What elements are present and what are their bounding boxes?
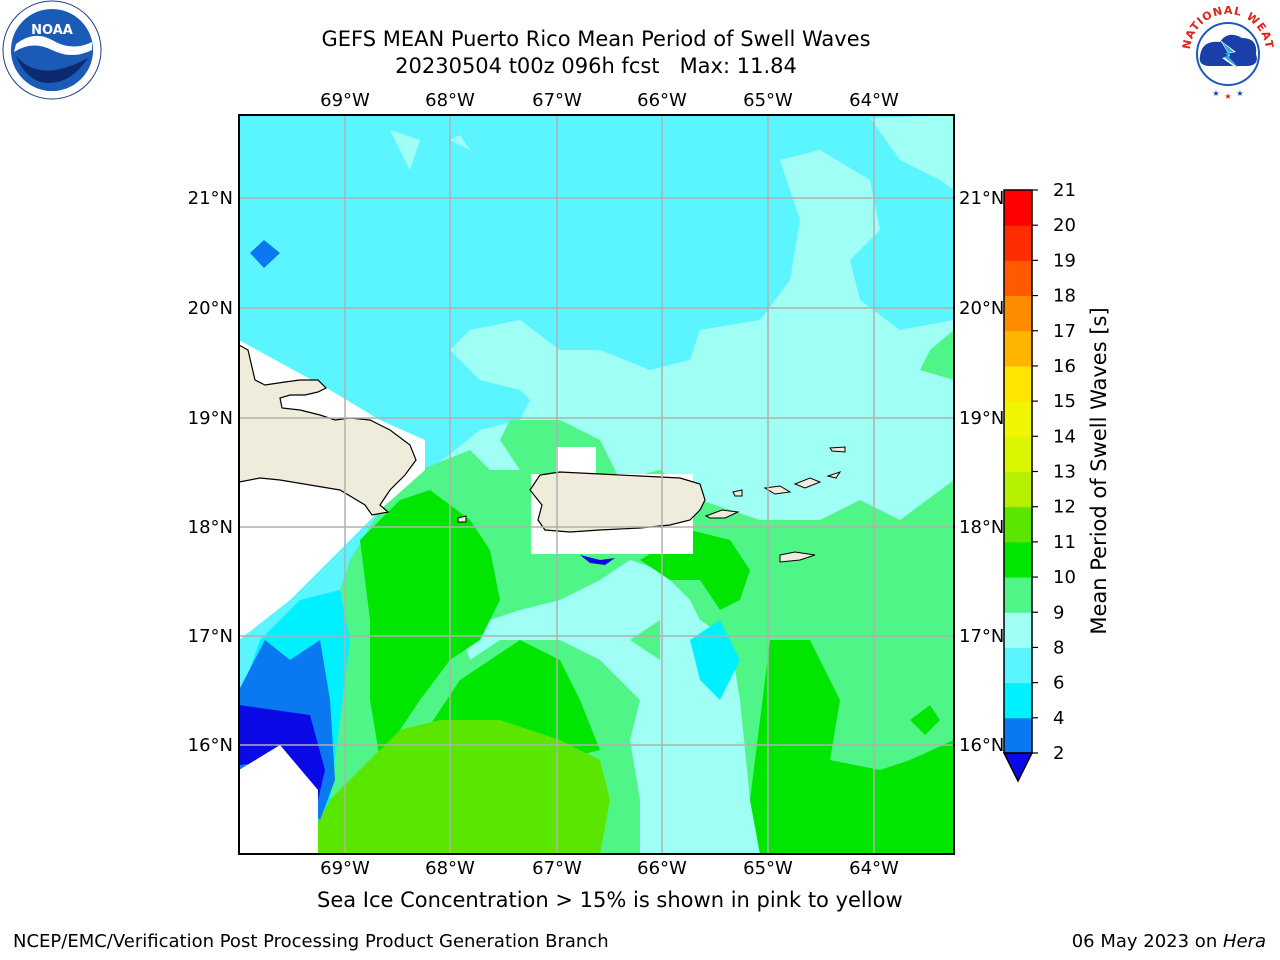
noaa-logo-text: NOAA (31, 23, 73, 38)
lon-label-top-69w: 69°W (320, 90, 370, 111)
colorbar-segment (1004, 436, 1032, 472)
colorbar-tick-label: 18 (1053, 286, 1076, 307)
svg-text:★: ★ (1212, 89, 1219, 98)
noaa-logo: NOAA (2, 0, 102, 100)
colorbar-extend-triangle (1002, 752, 1034, 783)
lat-label-right-16n: 16°N (959, 735, 1004, 756)
colorbar-tick-label: 21 (1053, 180, 1076, 201)
lat-label-left-18n: 18°N (188, 517, 233, 538)
colorbar-segment (1004, 506, 1032, 543)
colorbar-tick-label: 6 (1053, 673, 1064, 694)
lat-label-right-20n: 20°N (959, 298, 1004, 319)
colorbar-tick-label: 10 (1053, 567, 1076, 588)
colorbar-tick-label: 9 (1053, 602, 1064, 623)
lon-label-top-66w: 66°W (637, 90, 687, 111)
colorbar-segment (1004, 471, 1032, 508)
contour-11-12 (300, 720, 610, 854)
colorbar-tick-label: 12 (1053, 497, 1076, 518)
colorbar-label: Mean Period of Swell Waves [s] (1087, 307, 1111, 634)
chart-title: GEFS MEAN Puerto Rico Mean Period of Swe… (296, 26, 896, 80)
colorbar-segment (1004, 295, 1032, 332)
lon-label-bottom-68w: 68°W (425, 858, 475, 879)
lat-label-right-21n: 21°N (959, 188, 1004, 209)
footer-branch: NCEP/EMC/Verification Post Processing Pr… (13, 931, 609, 952)
nws-logo: NATIONAL WEATHER SERVICE ★ ★ ★ (1176, 0, 1276, 101)
lon-label-top-65w: 65°W (743, 90, 793, 111)
lon-label-top-67w: 67°W (532, 90, 582, 111)
map-frame (238, 114, 955, 855)
colorbar-tick-label: 15 (1053, 391, 1076, 412)
svg-text:★: ★ (1236, 89, 1243, 98)
lon-label-top-64w: 64°W (849, 90, 899, 111)
colorbar-tick-label: 16 (1053, 356, 1076, 377)
lon-label-bottom-64w: 64°W (849, 858, 899, 879)
lon-label-bottom-67w: 67°W (532, 858, 582, 879)
masked-area-south (239, 745, 318, 854)
colorbar-tick-label: 2 (1053, 743, 1064, 764)
colorbar-segment (1004, 190, 1032, 226)
title-line-1: GEFS MEAN Puerto Rico Mean Period of Swe… (321, 27, 871, 51)
colorbar-tick-label: 14 (1053, 426, 1076, 447)
lat-label-left-21n: 21°N (188, 188, 233, 209)
lat-lon-grid (239, 115, 954, 854)
colorbar-segment (1004, 577, 1032, 613)
svg-text:★: ★ (1224, 92, 1231, 101)
colorbar-segment (1004, 612, 1032, 648)
colorbar-segment (1004, 401, 1032, 437)
title-line-2: 20230504 t00z 096h fcst Max: 11.84 (395, 54, 797, 78)
lon-label-bottom-65w: 65°W (743, 858, 793, 879)
colorbar-segment (1004, 717, 1032, 754)
colorbar-segment (1004, 541, 1032, 578)
colorbar-tick-label: 8 (1053, 637, 1064, 658)
colorbar-segment (1004, 365, 1032, 402)
colorbar-tick-label: 17 (1053, 321, 1076, 342)
footer-date: 06 May 2023 on Hera (1072, 931, 1266, 952)
colorbar-tick-label: 4 (1053, 708, 1064, 729)
lat-label-left-19n: 19°N (188, 408, 233, 429)
colorbar-tick-label: 19 (1053, 250, 1076, 271)
lon-label-top-68w: 68°W (425, 90, 475, 111)
lat-label-left-16n: 16°N (188, 735, 233, 756)
colorbar-segment (1004, 260, 1032, 297)
lon-label-bottom-69w: 69°W (320, 858, 370, 879)
colorbar-tick-label: 20 (1053, 215, 1076, 236)
lat-label-left-17n: 17°N (188, 626, 233, 647)
colorbar: 2 4 6 8 9 10 11 12 13 14 15 16 17 18 19 20 21 (1002, 180, 1076, 783)
lat-label-right-18n: 18°N (959, 517, 1004, 538)
lon-label-bottom-66w: 66°W (637, 858, 687, 879)
lat-label-right-17n: 17°N (959, 626, 1004, 647)
colorbar-segment (1004, 225, 1032, 261)
footer-machine: Hera (1222, 931, 1266, 952)
colorbar-tick-label: 13 (1053, 462, 1076, 483)
colorbar-segment (1004, 682, 1032, 719)
colorbar-tick-label: 11 (1053, 532, 1076, 553)
swell-period-field (239, 115, 954, 854)
lat-label-right-19n: 19°N (959, 408, 1004, 429)
colorbar-segment (1004, 330, 1032, 367)
colorbar-segment (1004, 647, 1032, 684)
footer-date-text: 06 May 2023 on (1071, 931, 1223, 952)
lat-label-left-20n: 20°N (188, 298, 233, 319)
sea-ice-caption: Sea Ice Concentration > 15% is shown in … (317, 888, 903, 912)
